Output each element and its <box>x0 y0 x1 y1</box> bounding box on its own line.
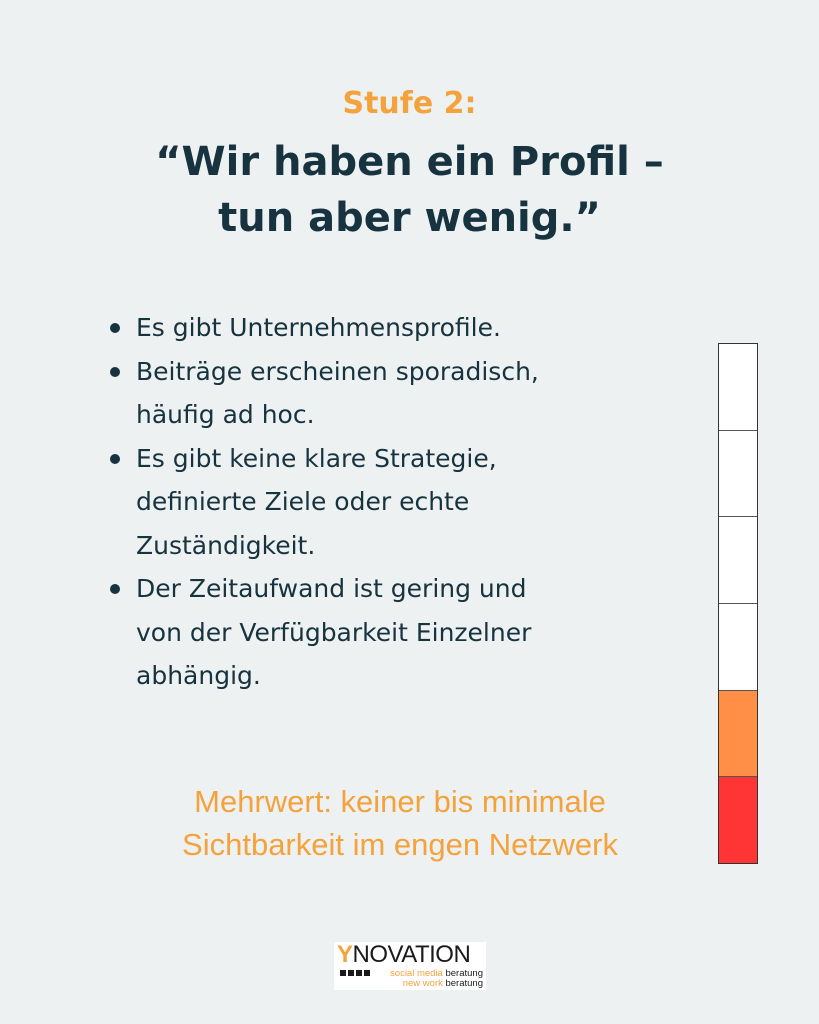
headline-line-2: tun aber wenig.” <box>218 195 601 241</box>
bullet-dot-icon <box>110 584 120 594</box>
bullet-text: definierte Ziele oder echte <box>136 487 470 516</box>
meter-segment <box>719 689 757 777</box>
meter-segment <box>719 516 757 604</box>
logo-squares-icon <box>340 970 370 976</box>
meter-segment <box>719 344 757 430</box>
logo-tagline-1: social media beratung <box>390 968 483 979</box>
bullet-text: häufig ad hoc. <box>136 400 315 429</box>
bullet-text: Es gibt keine klare Strategie, <box>136 443 497 473</box>
bullet-text: Beiträge erscheinen sporadisch, <box>136 356 539 386</box>
list-item: Der Zeitaufwand ist gering und von der V… <box>108 567 683 698</box>
bullet-dot-icon <box>110 453 120 464</box>
bullet-text: Es gibt Unternehmensprofile. <box>136 313 501 342</box>
bullet-dot-icon <box>110 323 120 333</box>
bullet-text: von der Verfügbarkeit Einzelner <box>136 617 532 647</box>
level-meter <box>718 343 758 864</box>
list-item: Beiträge erscheinen sporadisch, häufig a… <box>108 350 683 437</box>
value-note-line-1: Mehrwert: keiner bis minimale <box>194 784 606 819</box>
list-item: Es gibt Unternehmensprofile. <box>108 306 683 350</box>
value-note-line-2: Sichtbarkeit im engen Netzwerk <box>182 827 618 862</box>
logo-wordmark: YNOVATION <box>337 941 471 968</box>
logo-tagline-2: new work beratung <box>402 978 483 989</box>
meter-segment <box>719 603 757 690</box>
meter-segment <box>719 429 757 517</box>
bullet-text: abhängig. <box>136 661 261 690</box>
bullet-dot-icon <box>110 366 120 377</box>
list-item: Es gibt keine klare Strategie, definiert… <box>108 437 683 568</box>
headline-line-1: “Wir haben ein Profil – <box>155 139 664 185</box>
ynovation-logo: YNOVATION social media beratung new work… <box>334 942 486 990</box>
value-note: Mehrwert: keiner bis minimale Sichtbarke… <box>110 780 690 866</box>
meter-segment <box>719 776 757 864</box>
bullet-text: Der Zeitaufwand ist gering und <box>136 574 527 603</box>
bullet-list: Es gibt Unternehmensprofile. Beiträge er… <box>108 306 683 698</box>
headline: “Wir haben ein Profil – tun aber wenig.” <box>60 134 759 246</box>
bullet-text: Zuständigkeit. <box>136 530 316 560</box>
stage-label: Stufe 2: <box>342 86 477 121</box>
